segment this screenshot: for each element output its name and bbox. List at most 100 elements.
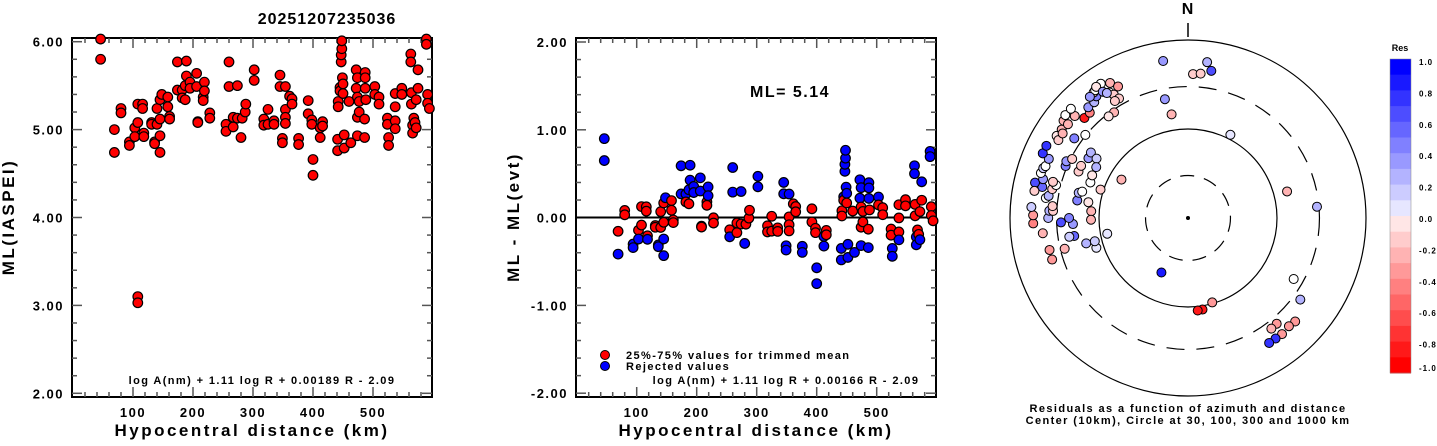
station-residual-point (1266, 323, 1277, 334)
y-tick-label: 5.00 (33, 123, 64, 138)
rejected-data-point (780, 244, 792, 256)
ml-data-point (268, 118, 280, 130)
colorbar-block (1390, 216, 1411, 233)
rejected-data-point (796, 247, 808, 258)
station-residual-point (1084, 91, 1095, 102)
station-residual-point (1064, 231, 1075, 242)
station-residual-point (1166, 109, 1177, 120)
station-residual-point (1037, 228, 1048, 239)
colorbar-block (1390, 74, 1411, 91)
station-residual-point (1283, 321, 1294, 332)
ml-data-point (164, 113, 176, 125)
station-residual-point (1202, 57, 1213, 68)
station-residual-point (1156, 267, 1167, 278)
ml-data-point (137, 103, 149, 114)
station-residual-point (1207, 297, 1218, 308)
ml-data-point (280, 81, 291, 92)
rejected-data-point (684, 159, 696, 171)
trimmed-data-point (783, 225, 795, 237)
station-residual-point (1060, 110, 1071, 121)
rejected-data-point (702, 190, 714, 202)
trimmed-data-point (836, 210, 848, 222)
legend-label-trimmed: 25%-75% values for trimmed mean (626, 350, 850, 362)
station-residual-point (1064, 213, 1075, 223)
trimmed-data-point (731, 227, 743, 239)
ml-data-point (191, 67, 203, 79)
north-label: N (1182, 1, 1195, 18)
station-residual-point (1080, 129, 1091, 140)
trimmed-data-point (847, 205, 859, 217)
x-tick-label: 200 (684, 405, 710, 420)
formula-label: log A(nm) + 1.11 log R + 0.00166 R - 2.0… (653, 375, 920, 387)
station-residual-point (1087, 170, 1098, 181)
rejected-data-point (727, 162, 739, 173)
colorbar-block (1390, 137, 1411, 154)
trimmed-data-point (900, 200, 911, 212)
station-residual-point (1043, 153, 1054, 164)
station-residual-point (1311, 201, 1322, 212)
colorbar-block (1390, 325, 1411, 343)
x-tick-label: 100 (624, 405, 650, 420)
legend-marker-trimmed (600, 350, 610, 360)
rejected-data-point (652, 241, 664, 253)
station-residual-point (1026, 202, 1037, 213)
trimmed-data-point (619, 209, 631, 221)
colorbar-tick-label: 0.6 (1419, 121, 1433, 130)
trimmed-data-point (636, 219, 647, 231)
colorbar-block (1390, 247, 1411, 264)
rejected-data-point (752, 181, 764, 193)
ml-data-point (235, 132, 247, 143)
distance-ring-100km (1098, 128, 1278, 308)
station-residual-point (1059, 243, 1070, 254)
ml-data-point (240, 98, 252, 110)
rejected-data-point (694, 172, 706, 184)
station-residual-point (1047, 254, 1058, 265)
station-residual-point (1206, 65, 1217, 76)
ml-data-point (132, 297, 144, 309)
station-residual-point (1029, 185, 1040, 196)
colorbar-block (1390, 294, 1411, 311)
y-axis-label: ML(IASPEI) (0, 159, 18, 276)
rejected-data-point (739, 238, 751, 249)
trimmed-data-point (857, 216, 869, 228)
x-tick-label: 400 (804, 405, 830, 420)
ml-data-point (410, 94, 422, 106)
trimmed-data-point (666, 204, 677, 216)
rejected-data-point (916, 176, 928, 188)
colorbar-block (1390, 184, 1411, 201)
colorbar-block (1390, 263, 1411, 280)
station-residual-point (1086, 206, 1097, 217)
ml-data-point (171, 56, 183, 68)
rejected-data-point (862, 242, 874, 254)
x-axis-label: Hypocentral distance (km) (114, 421, 389, 440)
trimmed-data-point (701, 199, 713, 211)
rejected-data-point (598, 155, 610, 166)
caption-line-1: Residuals as a function of azimuth and d… (1029, 403, 1346, 415)
trimmed-data-point (658, 216, 670, 228)
colorbar-tick-label: 0.8 (1419, 89, 1433, 98)
station-residual-point (1113, 81, 1124, 92)
rejected-data-point (840, 144, 851, 156)
rejected-data-point (924, 151, 936, 163)
trimmed-data-point (914, 206, 926, 217)
station-residual-point (1076, 160, 1087, 171)
ml-data-point (383, 140, 395, 151)
rejected-data-point (778, 177, 790, 188)
station-residual-point (1057, 128, 1068, 139)
y-tick-label: 2.00 (33, 386, 64, 401)
y-tick-label: 6.00 (33, 35, 64, 50)
distance-ring-1000km (1009, 39, 1367, 397)
colorbar-tick-label: -0.4 (1419, 278, 1437, 287)
station-residual-point (1192, 305, 1203, 316)
trimmed-data-point (916, 194, 928, 206)
station-residual-point (1091, 162, 1102, 173)
station-residual-point (1081, 238, 1092, 249)
ml-data-point (115, 107, 127, 119)
trimmed-data-point (841, 197, 853, 209)
station-residual-point (1067, 153, 1078, 164)
y-tick-label: 3.00 (33, 298, 64, 313)
colorbar-tick-label: 0.2 (1419, 184, 1433, 193)
rejected-data-point (886, 250, 898, 262)
rejected-data-point (863, 182, 875, 194)
